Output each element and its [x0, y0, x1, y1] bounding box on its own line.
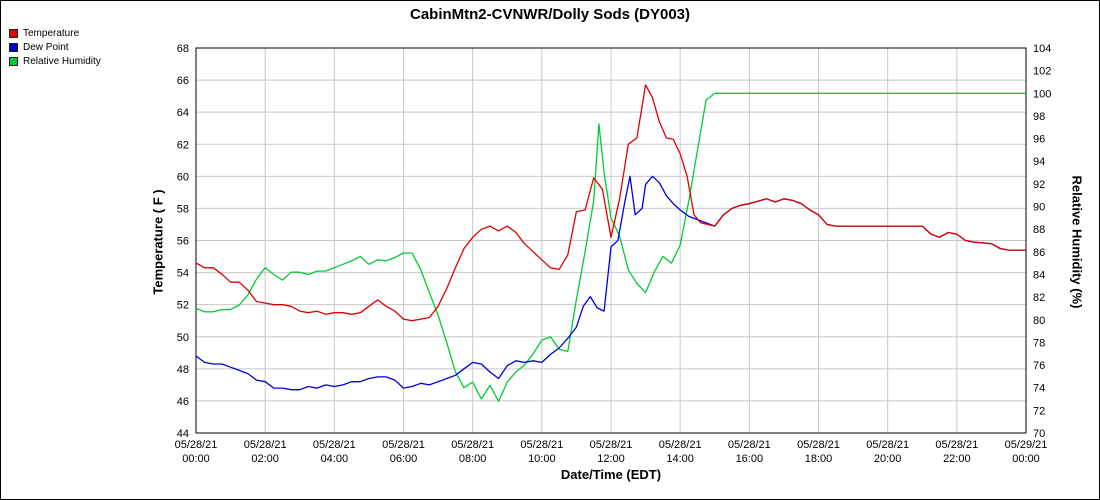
svg-text:05/28/21: 05/28/21: [935, 439, 978, 451]
legend: Temperature Dew Point Relative Humidity: [9, 28, 101, 70]
svg-text:10:00: 10:00: [528, 453, 556, 465]
svg-text:76: 76: [1033, 360, 1045, 372]
svg-text:64: 64: [177, 107, 189, 119]
svg-text:05/28/21: 05/28/21: [520, 439, 563, 451]
svg-text:66: 66: [177, 75, 189, 87]
svg-text:20:00: 20:00: [874, 453, 902, 465]
svg-text:100: 100: [1033, 88, 1051, 100]
svg-text:05/28/21: 05/28/21: [451, 439, 494, 451]
svg-text:86: 86: [1033, 247, 1045, 259]
svg-text:08:00: 08:00: [459, 453, 487, 465]
svg-text:92: 92: [1033, 179, 1045, 191]
svg-text:05/28/21: 05/28/21: [659, 439, 702, 451]
svg-text:05/29/21: 05/29/21: [1005, 439, 1048, 451]
svg-text:90: 90: [1033, 202, 1045, 214]
svg-text:52: 52: [177, 300, 189, 312]
legend-label-temperature: Temperature: [23, 28, 80, 39]
svg-text:05/28/21: 05/28/21: [797, 439, 840, 451]
svg-text:94: 94: [1033, 156, 1045, 168]
legend-item-dew-point: Dew Point: [9, 42, 101, 53]
svg-text:70: 70: [1033, 428, 1045, 440]
svg-text:48: 48: [177, 364, 189, 376]
svg-text:06:00: 06:00: [390, 453, 418, 465]
legend-label-dew-point: Dew Point: [23, 42, 69, 53]
svg-text:05/28/21: 05/28/21: [175, 439, 218, 451]
legend-swatch-relative-humidity-icon: [9, 57, 18, 66]
svg-text:00:00: 00:00: [1012, 453, 1040, 465]
svg-text:98: 98: [1033, 111, 1045, 123]
legend-swatch-temperature-icon: [9, 29, 18, 38]
svg-text:05/28/21: 05/28/21: [866, 439, 909, 451]
svg-text:104: 104: [1033, 43, 1051, 55]
svg-text:88: 88: [1033, 224, 1045, 236]
svg-text:05/28/21: 05/28/21: [728, 439, 771, 451]
svg-text:14:00: 14:00: [666, 453, 694, 465]
svg-text:05/28/21: 05/28/21: [382, 439, 425, 451]
svg-text:96: 96: [1033, 134, 1045, 146]
svg-text:22:00: 22:00: [943, 453, 971, 465]
svg-text:74: 74: [1033, 383, 1045, 395]
svg-text:78: 78: [1033, 337, 1045, 349]
svg-text:72: 72: [1033, 405, 1045, 417]
page-title: CabinMtn2-CVNWR/Dolly Sods (DY003): [409, 6, 691, 23]
legend-item-temperature: Temperature: [9, 28, 101, 39]
svg-text:05/28/21: 05/28/21: [313, 439, 356, 451]
svg-text:50: 50: [177, 332, 189, 344]
svg-text:16:00: 16:00: [736, 453, 764, 465]
svg-text:60: 60: [177, 171, 189, 183]
svg-text:02:00: 02:00: [251, 453, 279, 465]
svg-text:05/28/21: 05/28/21: [244, 439, 287, 451]
svg-text:18:00: 18:00: [805, 453, 833, 465]
svg-text:12:00: 12:00: [597, 453, 625, 465]
svg-text:00:00: 00:00: [182, 453, 210, 465]
x-axis-title: Date/Time (EDT): [560, 467, 662, 482]
svg-text:04:00: 04:00: [321, 453, 349, 465]
svg-text:56: 56: [177, 236, 189, 248]
svg-text:82: 82: [1033, 292, 1045, 304]
legend-label-relative-humidity: Relative Humidity: [23, 56, 101, 67]
svg-text:44: 44: [177, 428, 189, 440]
legend-item-relative-humidity: Relative Humidity: [9, 56, 101, 67]
svg-text:46: 46: [177, 396, 189, 408]
svg-text:62: 62: [177, 139, 189, 151]
svg-text:68: 68: [177, 43, 189, 55]
svg-text:58: 58: [177, 203, 189, 215]
legend-swatch-dew-point-icon: [9, 43, 18, 52]
svg-text:84: 84: [1033, 269, 1045, 281]
svg-text:102: 102: [1033, 66, 1051, 78]
svg-text:54: 54: [177, 268, 189, 280]
svg-text:05/28/21: 05/28/21: [590, 439, 633, 451]
svg-text:80: 80: [1033, 315, 1045, 327]
